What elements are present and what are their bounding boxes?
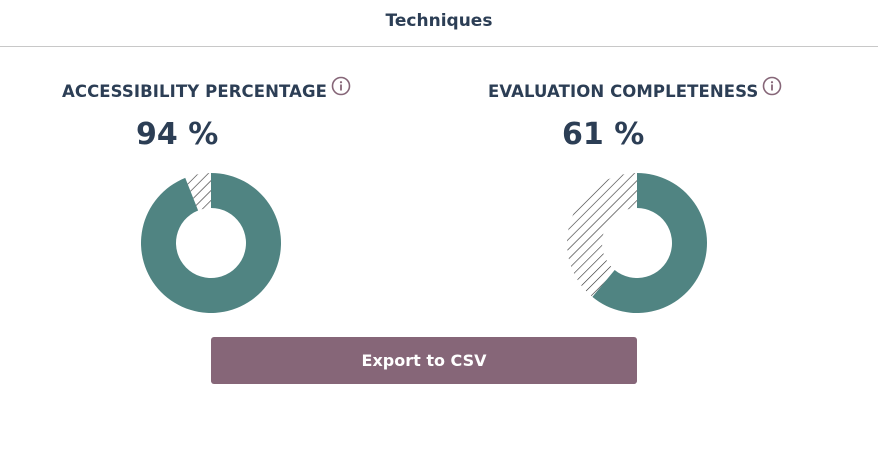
header: Techniques (0, 0, 878, 47)
accessibility-title: ACCESSIBILITY PERCENTAGE (62, 82, 327, 101)
donut-remaining-segment (567, 173, 637, 297)
completeness-value: 61 % (562, 117, 645, 152)
accessibility-donut-chart (141, 173, 281, 313)
page-title: Techniques (385, 11, 493, 31)
info-icon[interactable] (762, 76, 782, 96)
donut-filled-segment (141, 173, 281, 313)
completeness-title-row: EVALUATION COMPLETENESS (488, 76, 782, 101)
completeness-donut-chart (567, 173, 707, 313)
completeness-title: EVALUATION COMPLETENESS (488, 82, 759, 101)
donut-remaining-segment (185, 173, 211, 211)
info-icon[interactable] (331, 76, 351, 96)
accessibility-title-row: ACCESSIBILITY PERCENTAGE (62, 76, 351, 101)
completeness-panel: EVALUATION COMPLETENESS 61 % (426, 76, 846, 318)
donut-filled-segment (592, 173, 707, 313)
accessibility-panel: ACCESSIBILITY PERCENTAGE 94 % (0, 76, 420, 318)
export-csv-button[interactable]: Export to CSV (211, 337, 637, 384)
accessibility-value: 94 % (136, 117, 219, 152)
